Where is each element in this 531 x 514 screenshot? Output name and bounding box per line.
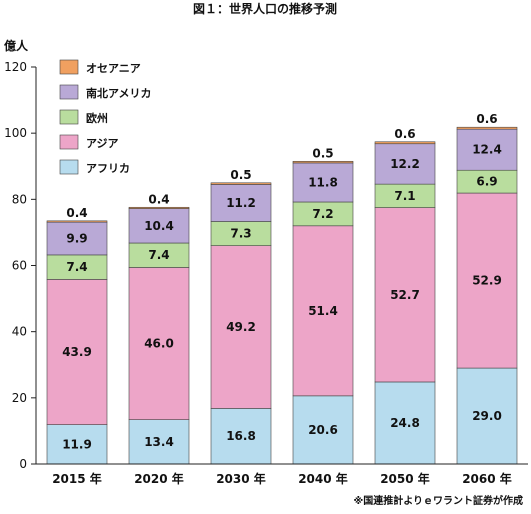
data-label: 16.8 (226, 429, 256, 443)
bar-segment (292, 160, 354, 164)
legend-label: 南北アメリカ (86, 86, 151, 100)
bar-segment (292, 225, 354, 397)
bar-segment (374, 143, 436, 185)
data-label: 7.3 (230, 227, 251, 241)
legend-label: アジア (86, 137, 119, 150)
x-tick-label: 2040 年 (298, 471, 348, 486)
bar-stack: 16.8 49.2 7.3 11.2 0.5 (210, 168, 272, 465)
bar-segment (456, 367, 518, 465)
legend-swatch (59, 59, 79, 75)
data-label: 24.8 (390, 416, 420, 430)
legend-swatch (59, 84, 79, 100)
y-tick-label: 100 (4, 126, 27, 140)
data-label: 9.9 (66, 232, 87, 246)
y-tick-label: 20 (12, 391, 27, 405)
bar-segment (210, 408, 272, 465)
bar-stack: 29.0 52.9 6.9 12.4 0.6 (456, 112, 518, 465)
data-label: 11.8 (308, 175, 338, 189)
data-label: 0.5 (312, 146, 333, 160)
bar-segment (374, 207, 436, 383)
legend-label: 欧州 (86, 111, 108, 125)
x-tick-label: 2060 年 (462, 471, 512, 486)
data-label: 0.4 (148, 192, 169, 206)
bar-segment (128, 242, 190, 268)
data-label: 0.4 (66, 206, 87, 220)
data-label: 6.9 (476, 175, 497, 189)
data-label: 51.4 (308, 304, 338, 318)
x-tick-label: 2020 年 (134, 471, 184, 486)
bar-segment (210, 182, 272, 185)
x-tick-label: 2015 年 (52, 471, 102, 486)
data-label: 0.5 (230, 168, 251, 182)
y-tick-label: 0 (19, 457, 27, 471)
source-note: ※国連推計よりｅワラント証券が作成 (353, 494, 523, 507)
y-tick-label: 40 (12, 325, 27, 339)
bar-segment (374, 141, 436, 145)
bar-segment (46, 220, 108, 223)
legend-swatch (59, 134, 79, 150)
legend-item: オセアニア (59, 59, 141, 75)
data-label: 7.4 (148, 248, 169, 262)
data-label: 12.4 (472, 143, 502, 157)
y-tick-label: 80 (12, 192, 27, 206)
x-tick-label: 2050 年 (380, 471, 430, 486)
chart-title: 図１：世界人口の推移予測 (193, 1, 337, 16)
bar-stack: 20.6 51.4 7.2 11.8 0.5 (292, 146, 354, 465)
y-axis-unit: 億人 (4, 38, 29, 53)
data-label: 11.9 (62, 437, 92, 451)
bar-segment (456, 192, 518, 369)
data-label: 20.6 (308, 423, 338, 437)
bar-segment (456, 126, 518, 130)
legend-item: アジア (59, 134, 119, 150)
data-label: 7.1 (394, 189, 415, 203)
bar-segment (210, 245, 272, 409)
data-label: 13.4 (144, 435, 174, 449)
data-label: 11.2 (226, 196, 256, 210)
legend-label: アフリカ (86, 162, 130, 175)
data-label: 12.2 (390, 157, 420, 171)
x-axis-ticks: 2015 年 2020 年 2030 年 2040 年 2050 年 2060 年 (52, 471, 512, 486)
legend-label: オセアニア (86, 62, 141, 75)
bar-segment (210, 221, 272, 246)
bar-stack: 11.9 43.9 7.4 9.9 0.4 (46, 206, 108, 465)
data-label: 52.7 (390, 288, 420, 302)
legend-item: 南北アメリカ (59, 84, 151, 100)
data-label: 10.4 (144, 219, 174, 233)
legend-item: アフリカ (59, 159, 130, 175)
data-label: 0.6 (476, 112, 497, 126)
data-label: 7.2 (312, 207, 333, 221)
bar-segment (46, 279, 108, 425)
bar-stack: 24.8 52.7 7.1 12.2 0.6 (374, 127, 436, 465)
legend-item: 欧州 (59, 109, 108, 125)
stacked-bars: 11.9 43.9 7.4 9.9 0.4 13.4 46.0 7.4 10.4 0.4 16.8 4… (46, 112, 518, 465)
data-label: 0.6 (394, 127, 415, 141)
data-label: 46.0 (144, 337, 174, 351)
data-label: 29.0 (472, 409, 502, 423)
bar-segment (128, 419, 190, 465)
bar-stack: 13.4 46.0 7.4 10.4 0.4 (128, 192, 190, 465)
y-tick-label: 120 (4, 60, 27, 74)
bar-segment (292, 395, 354, 465)
y-axis-ticks: 0 20 40 60 80 100 120 (4, 60, 36, 471)
data-label: 43.9 (62, 345, 92, 359)
bar-segment (128, 267, 190, 420)
legend-swatch (59, 159, 79, 175)
y-tick-label: 60 (12, 259, 27, 273)
data-label: 52.9 (472, 274, 502, 288)
data-label: 49.2 (226, 320, 256, 334)
x-tick-label: 2030 年 (216, 471, 266, 486)
legend-swatch (59, 109, 79, 125)
data-label: 7.4 (66, 260, 87, 274)
bar-segment (128, 206, 190, 209)
